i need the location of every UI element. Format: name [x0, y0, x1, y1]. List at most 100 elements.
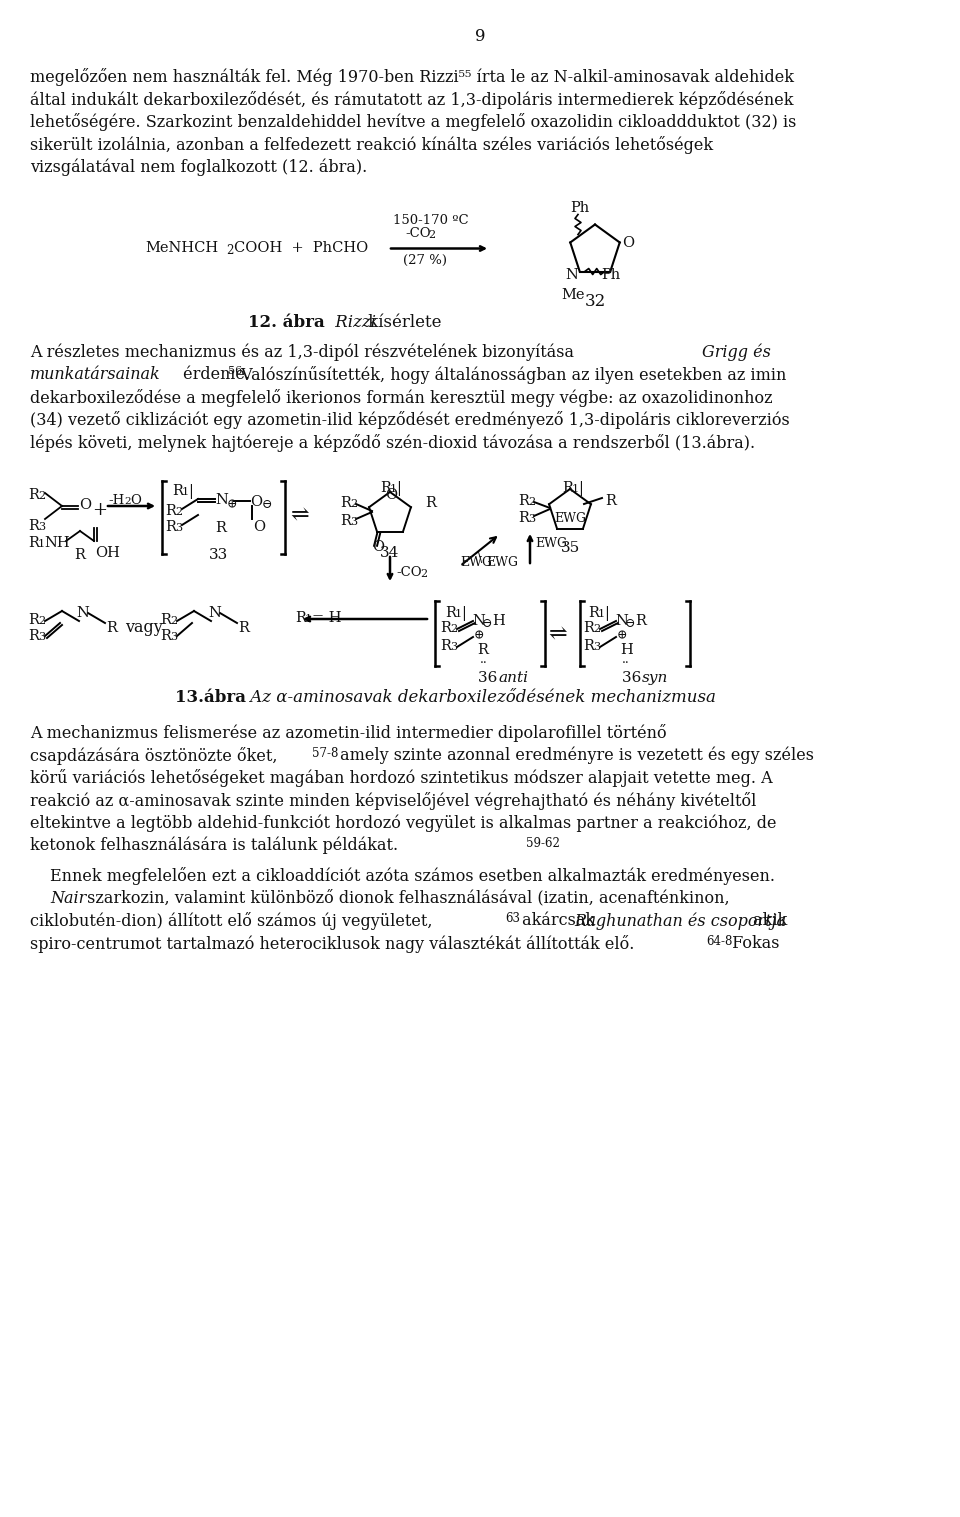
Text: R: R: [518, 511, 529, 525]
Text: R: R: [477, 643, 488, 657]
Text: ciklobutén-dion) állított elő számos új vegyületet,: ciklobutén-dion) állított elő számos új …: [30, 912, 433, 930]
Text: 1: 1: [598, 608, 605, 619]
Text: N: N: [76, 605, 89, 620]
Text: COOH  +  PhCHO: COOH + PhCHO: [234, 241, 369, 255]
Text: 2: 2: [38, 492, 45, 501]
Text: +: +: [92, 501, 107, 519]
Text: H: H: [492, 614, 505, 628]
Text: dekarboxileződése a megfelelő ikerionos formán keresztül megy végbe: az oxazolid: dekarboxileződése a megfelelő ikerionos …: [30, 388, 773, 407]
Text: 12. ábra: 12. ábra: [248, 314, 324, 331]
Text: syn: syn: [642, 671, 668, 686]
Text: -CO: -CO: [396, 566, 421, 579]
Text: A mechanizmus felismerése az azometin-ilid intermedier dipolarofillel történő: A mechanizmus felismerése az azometin-il…: [30, 724, 666, 742]
Text: N: N: [615, 614, 628, 628]
Text: R: R: [583, 639, 594, 652]
Text: R: R: [28, 630, 38, 643]
Text: 59-62: 59-62: [526, 836, 560, 850]
Text: 2: 2: [38, 616, 45, 627]
Text: 3: 3: [38, 633, 45, 642]
Text: R: R: [165, 504, 176, 517]
Text: ⊕: ⊕: [227, 498, 237, 511]
Text: -H: -H: [108, 495, 124, 507]
Text: érdeme.: érdeme.: [178, 366, 250, 382]
Text: 57-8: 57-8: [312, 746, 338, 760]
Text: R: R: [635, 614, 646, 628]
Text: 35: 35: [561, 542, 580, 555]
Text: OH: OH: [95, 546, 120, 560]
Text: 3: 3: [450, 642, 457, 652]
Text: (27 %): (27 %): [403, 253, 447, 267]
Text: vagy: vagy: [125, 619, 163, 636]
Text: 1: 1: [38, 539, 45, 549]
Text: R: R: [588, 605, 599, 620]
Text: R: R: [340, 514, 350, 528]
Text: = H: = H: [312, 611, 342, 625]
Text: O: O: [622, 237, 634, 250]
Text: O: O: [372, 540, 384, 554]
Text: O: O: [253, 520, 265, 534]
Text: 2: 2: [593, 623, 600, 634]
Text: reakció az α-aminosavak szinte minden képviselőjével végrehajtható és néhány kiv: reakció az α-aminosavak szinte minden ké…: [30, 792, 756, 810]
Text: Valószínűsítették, hogy általánosságban az ilyen esetekben az imin: Valószínűsítették, hogy általánosságban …: [236, 366, 786, 384]
Text: 2: 2: [428, 229, 435, 240]
Text: 3: 3: [170, 633, 178, 642]
Text: R: R: [425, 496, 436, 510]
Text: Nair: Nair: [50, 889, 86, 907]
Text: Me: Me: [562, 288, 586, 302]
Text: N: N: [565, 267, 579, 282]
Text: 2: 2: [350, 499, 357, 510]
Text: R: R: [340, 496, 350, 510]
Text: R: R: [518, 495, 529, 508]
Text: A részletes mechanizmus és az 1,3-dipól részvételének bizonyítása: A részletes mechanizmus és az 1,3-dipól …: [30, 343, 579, 361]
Text: R: R: [440, 620, 451, 636]
Text: -CO: -CO: [405, 226, 431, 240]
Text: ..: ..: [622, 652, 630, 666]
Text: Rizzi: Rizzi: [330, 314, 376, 331]
Text: 36: 36: [478, 671, 502, 686]
Text: 34: 34: [380, 546, 399, 560]
Text: munkatársainak: munkatársainak: [30, 366, 160, 382]
Text: R: R: [28, 488, 38, 502]
Text: N: N: [472, 614, 485, 628]
Text: 1: 1: [390, 484, 397, 495]
Text: ⊖: ⊖: [482, 617, 492, 630]
Text: EWG: EWG: [554, 513, 586, 525]
Text: megelőzően nem használták fel. Még 1970-ben Rizzi⁵⁵ írta le az N-alkil-aminosava: megelőzően nem használták fel. Még 1970-…: [30, 68, 794, 86]
Text: R: R: [28, 519, 38, 532]
Text: R: R: [172, 484, 182, 498]
Text: |: |: [188, 484, 193, 499]
Text: O: O: [130, 495, 141, 507]
Text: O: O: [250, 495, 262, 510]
Text: 9: 9: [475, 27, 485, 46]
Text: 1: 1: [305, 614, 312, 623]
Text: MeNHCH: MeNHCH: [145, 241, 218, 255]
Text: szarkozin, valamint különböző dionok felhasználásával (izatin, acenafténkinon,: szarkozin, valamint különböző dionok fel…: [82, 889, 730, 907]
Text: 2: 2: [170, 616, 178, 627]
Text: R: R: [445, 605, 456, 620]
Text: Ennek megfelelően ezt a cikloaddíciót azóta számos esetben alkalmazták eredménye: Ennek megfelelően ezt a cikloaddíciót az…: [50, 868, 775, 884]
Text: R: R: [215, 520, 226, 536]
Text: R: R: [165, 520, 176, 534]
Text: R: R: [605, 495, 616, 508]
Text: 13.ábra: 13.ábra: [175, 689, 246, 705]
Text: 64-8: 64-8: [706, 934, 732, 948]
Text: spiro-centrumot tartalmazó heterociklusok nagy választékát állították elő.: spiro-centrumot tartalmazó heterocikluso…: [30, 934, 635, 953]
Text: \: \: [478, 552, 482, 564]
Text: 3: 3: [38, 522, 45, 532]
Text: Ph: Ph: [602, 267, 621, 282]
Text: Ph: Ph: [570, 200, 589, 214]
Text: Grigg és: Grigg és: [702, 343, 771, 361]
Text: 2: 2: [450, 623, 457, 634]
Text: 1: 1: [182, 487, 189, 498]
Text: R: R: [28, 536, 38, 551]
Text: N: N: [215, 493, 228, 507]
Text: akik: akik: [748, 912, 787, 928]
Text: (34) vezető ciklizációt egy azometin-ilid képződését eredményező 1,3-dipoláris c: (34) vezető ciklizációt egy azometin-ili…: [30, 411, 790, 429]
Text: R: R: [106, 620, 117, 636]
Text: R: R: [562, 481, 573, 495]
Text: 1: 1: [572, 484, 579, 495]
Text: 36: 36: [622, 671, 646, 686]
Text: ketonok felhasználására is találunk példákat.: ketonok felhasználására is találunk péld…: [30, 836, 398, 854]
Text: 3: 3: [593, 642, 600, 652]
Text: Raghunathan és csoportja: Raghunathan és csoportja: [574, 912, 786, 930]
